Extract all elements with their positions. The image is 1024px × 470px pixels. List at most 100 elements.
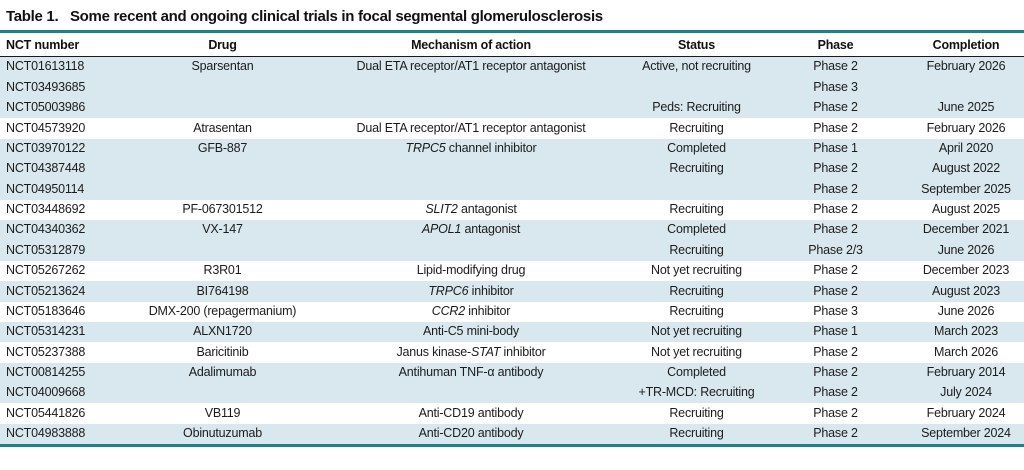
cell-mechanism: [312, 98, 630, 118]
table-row: NCT05183646 DMX-200 (repagermanium) CCR2 i…: [0, 302, 1024, 322]
cell-mechanism: [312, 383, 630, 403]
cell-nct: NCT05267262: [6, 263, 86, 278]
cell-drug: VX-147: [202, 222, 243, 237]
cell-mechanism: Antihuman TNF-α antibody: [398, 365, 544, 380]
cell-completion: February 2024: [926, 405, 1006, 420]
cell-phase: Phase 2: [813, 344, 858, 359]
cell-completion: February 2026: [926, 59, 1006, 74]
cell-completion: September 2025: [921, 181, 1011, 196]
cell-nct: NCT01613118: [6, 59, 85, 74]
cell-status: Completed: [667, 140, 726, 155]
column-header-phase: Phase: [763, 31, 908, 57]
table-title: Table 1. Some recent and ongoing clinica…: [0, 0, 1024, 30]
table-row: NCT03493685 Phase 3: [0, 77, 1024, 98]
table-row: NCT03448692 PF-067301512 SLIT2 antagonist R…: [0, 200, 1024, 220]
cell-phase: Phase 2: [813, 365, 858, 380]
cell-mechanism: Janus kinase-STAT inhibitor: [396, 344, 546, 359]
cell-phase: Phase 1: [813, 324, 858, 339]
table-row: NCT05003986 Peds: Recruiting Phase 2 June 2…: [0, 97, 1024, 119]
cell-phase: Phase 2: [813, 222, 858, 237]
cell-mechanism: Dual ETA receptor/AT1 receptor antagonis…: [356, 59, 586, 74]
cell-phase: Phase 2: [813, 120, 858, 135]
cell-drug: [133, 179, 312, 199]
cell-phase: Phase 2: [813, 59, 858, 74]
cell-status: Peds: Recruiting: [652, 100, 741, 115]
cell-nct: NCT04573920: [6, 120, 86, 135]
cell-drug: Sparsentan: [191, 59, 254, 74]
cell-completion: April 2020: [938, 140, 994, 155]
cell-status: Not yet recruiting: [651, 324, 742, 339]
table-row: NCT04009668 +TR-MCD: Recruiting Phase 2 Jul…: [0, 383, 1024, 404]
cell-completion: [908, 77, 1024, 97]
cell-drug: Adalimumab: [188, 365, 257, 380]
cell-status: Recruiting: [669, 120, 724, 135]
cell-status: [630, 77, 763, 97]
cell-completion: March 2026: [933, 344, 998, 359]
cell-nct: NCT04340362: [6, 222, 86, 237]
cell-mechanism: APOL1 antagonist: [421, 222, 521, 237]
cell-mechanism: [312, 159, 630, 179]
column-header-status: Status: [630, 31, 763, 57]
cell-mechanism: [312, 179, 630, 199]
cell-drug: [133, 77, 312, 97]
cell-phase: Phase 2: [813, 202, 858, 217]
table-row: NCT04573920 Atrasentan Dual ETA receptor/A…: [0, 118, 1024, 138]
table-row: NCT04950114 Phase 2 September 2025: [0, 179, 1024, 200]
cell-nct: NCT04009668: [6, 385, 86, 400]
cell-nct: NCT03970122: [6, 140, 86, 155]
table-row: NCT01613118 Sparsentan Dual ETA receptor/A…: [0, 56, 1024, 78]
cell-nct: NCT05003986: [6, 100, 86, 115]
cell-phase: Phase 2: [813, 405, 858, 420]
cell-nct: NCT05314231: [6, 324, 86, 339]
cell-completion: June 2026: [937, 242, 995, 257]
cell-status: Recruiting: [669, 283, 724, 298]
table-row: NCT00814255 Adalimumab Antihuman TNF-α ant…: [0, 362, 1024, 383]
cell-completion: February 2014: [926, 365, 1006, 380]
cell-nct: NCT05441826: [6, 405, 86, 420]
cell-drug: R3R01: [203, 263, 242, 278]
cell-mechanism: Anti-CD19 antibody: [418, 405, 524, 420]
cell-completion: February 2026: [926, 120, 1006, 135]
cell-drug: VB119: [204, 405, 241, 420]
cell-status: [630, 179, 763, 199]
table-row: NCT05312879 Recruiting Phase 2/3 June 2026: [0, 240, 1024, 261]
cell-drug: [133, 98, 312, 118]
column-header-completion: Completion: [908, 31, 1024, 57]
cell-phase: Phase 2/3: [808, 242, 863, 257]
cell-completion: June 2026: [937, 303, 995, 318]
cell-phase: Phase 3: [813, 303, 858, 318]
cell-status: Recruiting: [669, 426, 724, 441]
header-row: NCT number Drug Mechanism of action Status P…: [0, 31, 1024, 57]
cell-status: Recruiting: [669, 303, 724, 318]
column-header-mechanism: Mechanism of action: [312, 31, 630, 57]
cell-completion: December 2023: [922, 263, 1010, 278]
cell-phase: Phase 1: [813, 140, 858, 155]
cell-mechanism: [312, 240, 630, 260]
cell-status: Active, not recruiting: [642, 59, 751, 74]
cell-status: Completed: [667, 365, 726, 380]
cell-completion: March 2023: [933, 324, 998, 339]
cell-nct: NCT05183646: [6, 303, 86, 318]
table-row: NCT05314231 ALXN1720 Anti-C5 mini-body Not …: [0, 321, 1024, 343]
table-row: NCT03970122 GFB-887 TRPC5 channel inhibito…: [0, 138, 1024, 159]
cell-drug: BI764198: [196, 283, 249, 298]
cell-drug: [133, 383, 312, 403]
cell-phase: Phase 3: [813, 79, 858, 94]
cell-status: Recruiting: [669, 202, 724, 217]
cell-nct: NCT04950114: [6, 181, 85, 196]
cell-nct: NCT05312879: [6, 242, 86, 257]
cell-nct: NCT05213624: [6, 283, 86, 298]
cell-completion: August 2025: [932, 202, 1000, 217]
table-row: NCT05237388 Baricitinib Janus kinase-STAT …: [0, 342, 1024, 362]
cell-mechanism: Dual ETA receptor/AT1 receptor antagonis…: [356, 120, 586, 135]
cell-drug: Obinutuzumab: [183, 426, 262, 441]
cell-drug: [133, 240, 312, 260]
cell-nct: NCT03448692: [6, 202, 86, 217]
cell-phase: Phase 2: [813, 283, 858, 298]
cell-nct: NCT05237388: [6, 344, 86, 359]
cell-phase: Phase 2: [813, 161, 858, 176]
cell-drug: GFB-887: [197, 140, 248, 155]
cell-mechanism: Anti-CD20 antibody: [418, 426, 524, 441]
cell-phase: Phase 2: [813, 100, 858, 115]
